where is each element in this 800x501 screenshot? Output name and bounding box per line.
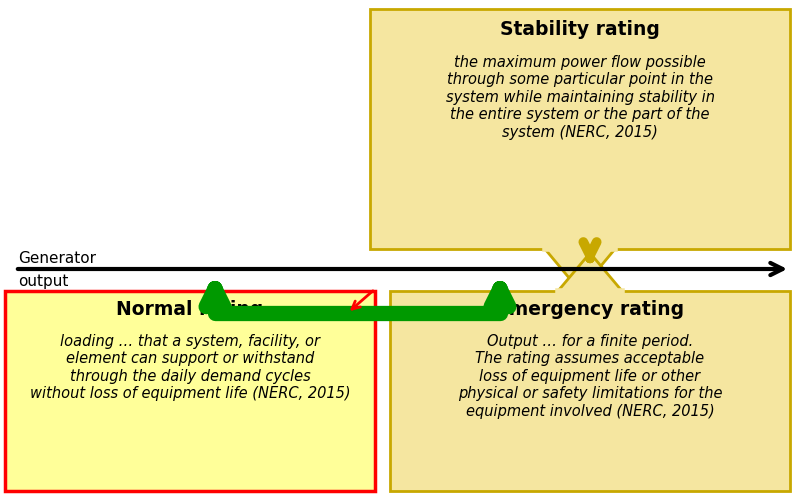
Bar <box>390 292 790 491</box>
Polygon shape <box>558 254 622 292</box>
Text: Emergency rating: Emergency rating <box>496 300 684 318</box>
Text: Generator: Generator <box>18 250 96 266</box>
Text: output: output <box>18 274 68 289</box>
Bar <box>370 10 790 249</box>
Text: Output … for a finite period.
The rating assumes acceptable
loss of equipment li: Output … for a finite period. The rating… <box>458 333 722 418</box>
Polygon shape <box>545 249 615 292</box>
Bar <box>5 292 375 491</box>
Text: loading … that a system, facility, or
element can support or withstand
through t: loading … that a system, facility, or el… <box>30 333 350 400</box>
Text: the maximum power flow possible
through some particular point in the
system whil: the maximum power flow possible through … <box>446 55 714 139</box>
Text: Stability rating: Stability rating <box>500 20 660 39</box>
Text: Normal rating: Normal rating <box>116 300 264 318</box>
